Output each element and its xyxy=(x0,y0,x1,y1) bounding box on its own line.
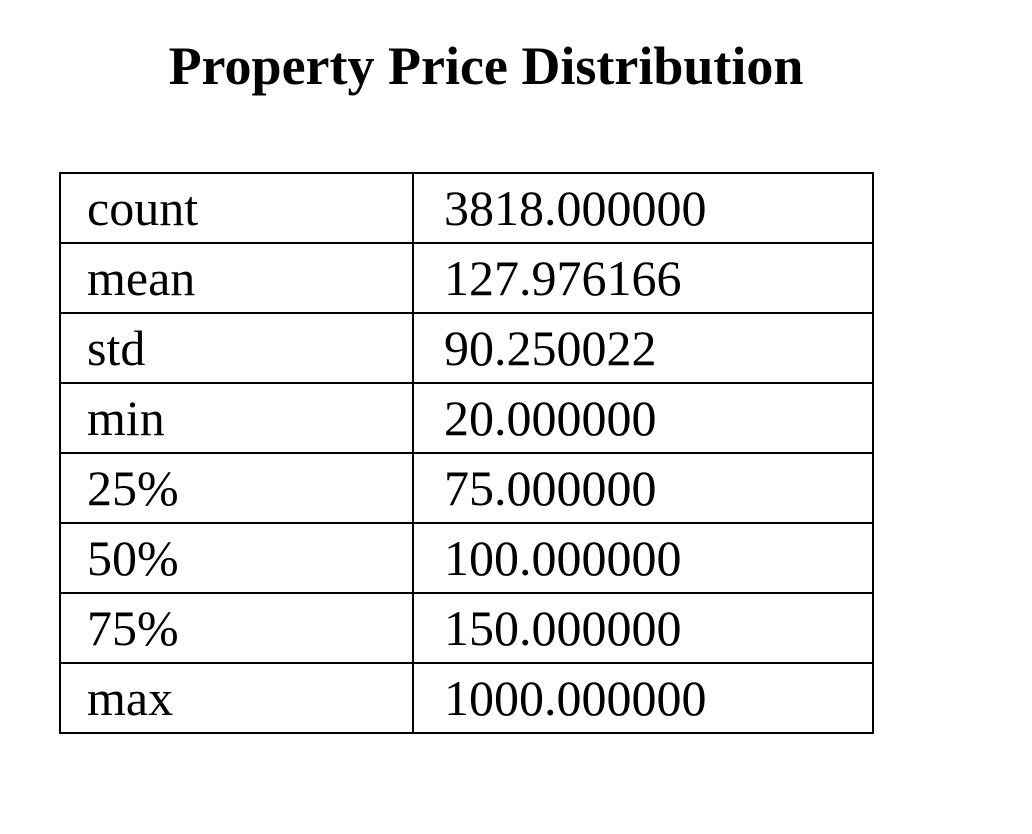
row-value: 20.000000 xyxy=(412,382,874,454)
table-row: 25% 75.000000 xyxy=(59,452,874,524)
row-value: 150.000000 xyxy=(412,592,874,664)
row-label: min xyxy=(59,382,414,454)
table-row: 50% 100.000000 xyxy=(59,522,874,594)
row-value: 90.250022 xyxy=(412,312,874,384)
row-label: 25% xyxy=(59,452,414,524)
table-row: std 90.250022 xyxy=(59,312,874,384)
table-row: mean 127.976166 xyxy=(59,242,874,314)
chart-title: Property Price Distribution xyxy=(168,36,804,96)
statistics-table: count 3818.000000 mean 127.976166 std 90… xyxy=(59,172,874,734)
row-label: max xyxy=(59,662,414,734)
row-value: 127.976166 xyxy=(412,242,874,314)
row-value: 100.000000 xyxy=(412,522,874,594)
row-value: 1000.000000 xyxy=(412,662,874,734)
table-row: min 20.000000 xyxy=(59,382,874,454)
row-label: mean xyxy=(59,242,414,314)
table-row: count 3818.000000 xyxy=(59,172,874,244)
row-label: 50% xyxy=(59,522,414,594)
row-value: 75.000000 xyxy=(412,452,874,524)
row-label: 75% xyxy=(59,592,414,664)
row-label: std xyxy=(59,312,414,384)
table-row: max 1000.000000 xyxy=(59,662,874,734)
row-value: 3818.000000 xyxy=(412,172,874,244)
table-row: 75% 150.000000 xyxy=(59,592,874,664)
row-label: count xyxy=(59,172,414,244)
